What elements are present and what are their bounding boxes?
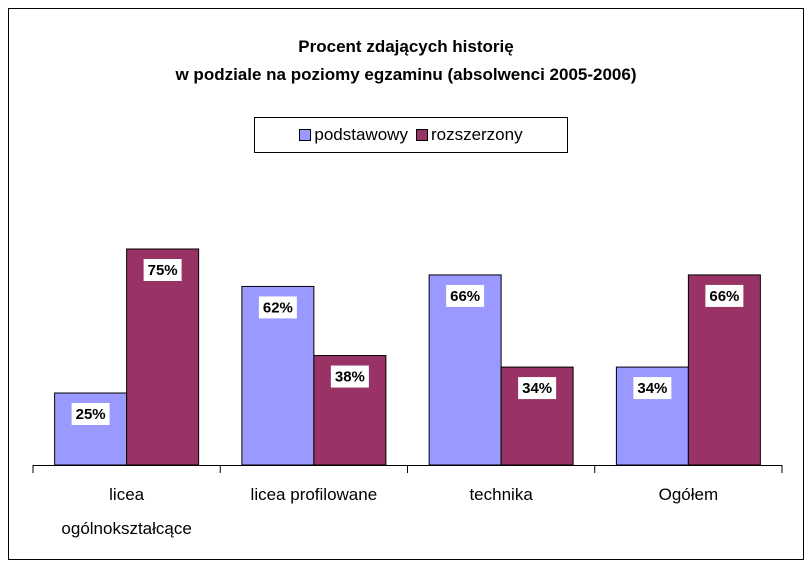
chart-title: Procent zdających historię w podziale na… [175,37,637,84]
x-tick-label: licea profilowane [250,485,378,504]
value-label-bg [330,365,369,388]
value-label: 75% [148,262,178,279]
legend-item: podstawowy [299,125,408,145]
value-label: 66% [450,288,480,305]
value-label: 34% [522,380,552,397]
legend-swatch [415,129,428,141]
value-label: 38% [335,369,365,386]
legend: podstawowy rozszerzony [254,117,568,153]
bar [126,248,200,466]
value-label-bg [633,377,672,400]
x-tick-label: Ogółem [658,485,719,504]
value-label-bg [143,259,182,281]
value-label-bg [705,284,744,307]
legend-item: rozszerzony [415,125,523,145]
value-label: 25% [76,406,106,423]
x-tick-label: licea ogólnokształcące [61,485,192,538]
value-label-bg [446,284,485,307]
value-label-bg [71,403,110,425]
value-label: 66% [709,288,739,305]
legend-label: rozszerzony [430,125,523,144]
legend-label: podstawowy [314,125,408,144]
value-label-bg [258,296,297,319]
value-label-bg [518,377,557,400]
x-tick-label: technika [469,485,533,504]
value-label: 62% [263,299,293,316]
value-label: 34% [637,380,667,397]
legend-swatch [299,129,312,141]
